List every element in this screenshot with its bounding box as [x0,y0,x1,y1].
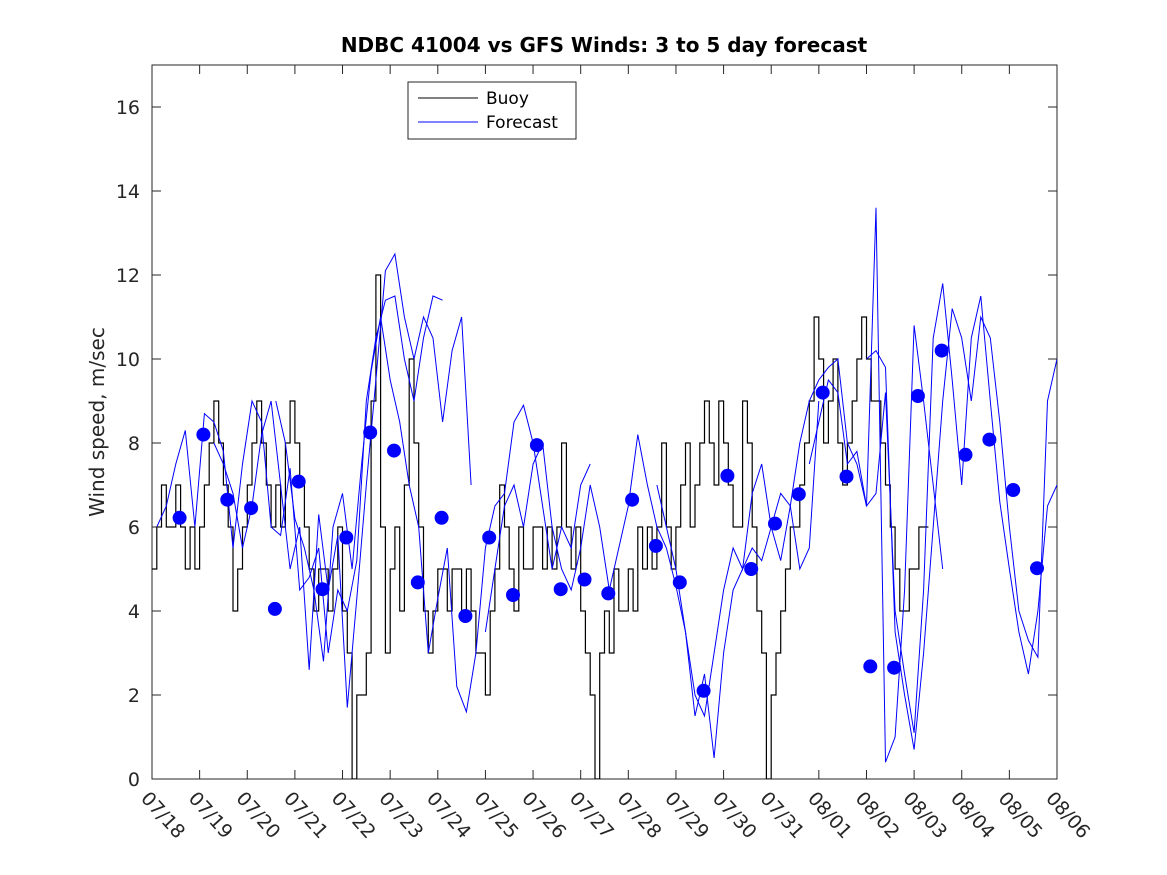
forecast-marker [506,588,520,602]
data-layer [152,207,1057,779]
forecast-line-1 [156,295,443,654]
chart-title: NDBC 41004 vs GFS Winds: 3 to 5 day fore… [341,33,868,57]
forecast-marker [482,530,497,545]
forecast-marker [863,659,878,674]
forecast-marker [291,474,306,489]
legend-buoy-label: Buoy [486,89,529,109]
forecast-line-6 [808,283,1057,733]
y-tick-label: 16 [116,97,140,119]
forecast-marker [220,492,235,507]
forecast-marker [387,443,401,458]
forecast-line-7 [866,308,1057,750]
forecast-marker [434,510,449,525]
y-tick-label: 12 [116,265,140,287]
forecast-marker [267,601,282,616]
legend: Buoy Forecast [407,81,577,140]
forecast-marker [696,683,711,698]
y-tick-label: 14 [116,181,140,203]
forecast-marker [1030,561,1044,576]
forecast-marker [363,425,378,440]
forecast-marker [529,438,544,453]
forecast-marker [982,432,997,447]
buoy-series-line [152,274,929,779]
y-tick-label: 2 [128,685,140,707]
plot-area [151,64,1058,780]
forecast-marker [315,582,330,597]
forecast-marker [1006,483,1021,497]
forecast-marker [720,468,735,483]
y-tick-label: 8 [128,433,140,455]
forecast-marker [172,510,187,525]
y-tick-label: 4 [128,601,140,623]
forecast-marker [410,575,425,590]
forecast-marker [339,530,354,545]
forecast-line-5 [656,207,944,763]
forecast-marker [791,487,806,502]
forecast-marker [768,516,782,531]
legend-box [407,81,577,140]
forecast-marker [839,469,854,484]
forecast-marker [553,582,568,597]
y-tick-label: 10 [116,349,140,371]
forecast-marker [910,389,925,403]
forecast-marker [196,427,211,442]
forecast-marker [887,660,902,675]
forecast-marker [601,586,616,601]
y-axis-label: Wind speed, m/sec [85,327,109,517]
forecast-marker [625,492,640,507]
forecast-marker [648,538,663,553]
forecast-marker [458,609,473,623]
forecast-marker [244,501,259,516]
forecast-marker [577,572,592,587]
y-tick-label: 0 [128,769,140,791]
forecast-marker [958,447,973,462]
forecast-line-3 [275,316,591,714]
forecast-marker [934,343,949,358]
forecast-line-2 [213,252,472,708]
forecast-marker [672,575,687,590]
legend-forecast-label: Forecast [486,113,558,133]
forecast-marker [744,562,759,576]
y-tick-label: 6 [128,517,140,539]
forecast-marker [815,385,830,400]
